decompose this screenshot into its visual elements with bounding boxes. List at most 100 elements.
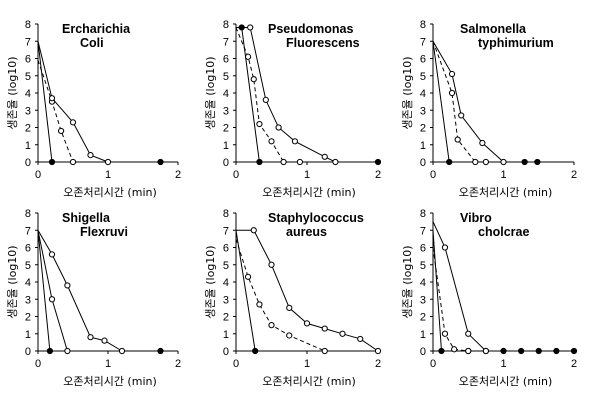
x-axis-title: 오존처리시간 (min) bbox=[459, 375, 553, 388]
open-data-point bbox=[280, 158, 287, 166]
x-tick-label: 2 bbox=[175, 169, 181, 181]
chart-title-line-1: Ercharichia bbox=[62, 22, 131, 36]
y-tick-label: 2 bbox=[223, 312, 229, 324]
open-data-point bbox=[441, 330, 449, 337]
chart-title-line-1: Vibro bbox=[460, 211, 492, 225]
chart-title-line-1: Pseudomonas bbox=[268, 22, 353, 36]
filled-data-point bbox=[534, 158, 541, 166]
open-data-point bbox=[454, 136, 461, 143]
y-tick-label: 1 bbox=[25, 140, 31, 152]
y-tick-label: 4 bbox=[223, 277, 229, 289]
open-data-point bbox=[69, 158, 77, 166]
series-line-3 bbox=[432, 41, 504, 163]
open-data-point bbox=[69, 119, 77, 126]
filled-data-point bbox=[521, 158, 528, 166]
y-tick-label: 6 bbox=[25, 54, 31, 66]
y-tick-label: 5 bbox=[25, 260, 31, 272]
x-tick-label: 1 bbox=[105, 358, 111, 370]
open-data-point bbox=[448, 89, 456, 97]
open-data-point bbox=[286, 332, 293, 339]
series-line-1 bbox=[432, 230, 574, 352]
filled-data-point bbox=[256, 158, 263, 166]
y-tick-label: 7 bbox=[25, 36, 31, 48]
open-data-point bbox=[332, 158, 339, 166]
open-data-point bbox=[286, 304, 293, 311]
y-tick-label: 5 bbox=[223, 71, 229, 83]
y-tick-label: 2 bbox=[223, 123, 229, 135]
y-tick-label: 6 bbox=[223, 243, 229, 255]
filled-data-point bbox=[157, 347, 164, 355]
open-data-point bbox=[58, 127, 65, 135]
y-tick-label: 8 bbox=[25, 208, 31, 220]
x-tick-label: 0 bbox=[233, 358, 239, 370]
x-tick-label: 0 bbox=[233, 169, 239, 181]
open-data-point bbox=[87, 152, 94, 159]
chart-panel-4: 0 1 2 3 4 5 6 7 8 0 1 2 오존처리시간 (min) 생존율 (log10) Shige… bbox=[6, 208, 181, 388]
y-tick-label: 3 bbox=[25, 294, 31, 306]
y-tick-label: 3 bbox=[223, 294, 229, 306]
open-data-point bbox=[262, 96, 269, 104]
y-tick-label: 3 bbox=[25, 105, 31, 117]
chart-title-line-1: Shigella bbox=[62, 211, 111, 225]
y-tick-label: 0 bbox=[25, 346, 31, 358]
open-data-point bbox=[291, 138, 299, 145]
chart-panel-6: 0 1 2 3 4 5 6 7 8 0 1 2 오존처리시간 (min) 생존율 (log10) Vibro… bbox=[401, 208, 578, 388]
y-axis-title: 생존율 (log10) bbox=[401, 56, 414, 129]
open-data-point bbox=[48, 95, 56, 102]
y-tick-label: 1 bbox=[223, 140, 229, 152]
open-data-point bbox=[244, 53, 252, 60]
x-axis-title: 오존처리시간 (min) bbox=[459, 186, 553, 199]
y-tick-label: 3 bbox=[420, 294, 426, 306]
open-data-point bbox=[339, 330, 346, 337]
open-data-point bbox=[268, 138, 275, 145]
open-data-point bbox=[256, 301, 263, 308]
open-data-point bbox=[64, 347, 71, 355]
y-tick-label: 7 bbox=[420, 36, 426, 48]
open-data-point bbox=[357, 335, 364, 343]
y-axis-title: 생존율 (log10) bbox=[204, 56, 217, 129]
open-data-point bbox=[321, 153, 328, 160]
open-data-point bbox=[472, 158, 479, 166]
y-tick-label: 1 bbox=[420, 329, 426, 341]
y-tick-label: 0 bbox=[223, 157, 229, 169]
chart-title-line-2: aureus bbox=[286, 225, 327, 239]
open-data-point bbox=[441, 244, 449, 251]
y-tick-label: 4 bbox=[25, 277, 31, 289]
chart-panel-1: 0 1 2 3 4 5 6 7 8 0 1 2 오존처리시간 (min) 생존율 (log10) Ercha… bbox=[6, 19, 181, 199]
chart-title-line-1: Staphylococcus bbox=[268, 211, 364, 225]
open-data-point bbox=[321, 325, 328, 332]
open-data-point bbox=[374, 347, 382, 355]
series-line-3 bbox=[37, 41, 109, 163]
y-tick-label: 4 bbox=[25, 88, 31, 100]
chart-panel-2: 0 1 2 3 4 5 6 7 8 0 1 2 오존처리시간 (min) 생존율 (log10) Pseud… bbox=[204, 19, 382, 199]
y-axis-title: 생존율 (log10) bbox=[6, 245, 19, 318]
y-tick-label: 7 bbox=[25, 225, 31, 237]
chart-panel-5: 0 1 2 3 4 5 6 7 8 0 1 2 오존처리시간 (min) 생존율 (log10) Staph… bbox=[204, 208, 382, 388]
filled-data-point bbox=[374, 158, 382, 166]
y-tick-label: 5 bbox=[420, 260, 426, 272]
y-tick-label: 2 bbox=[25, 123, 31, 135]
open-data-point bbox=[268, 261, 275, 268]
open-data-point bbox=[250, 227, 257, 234]
chart-title-line-2: Flexruvi bbox=[80, 225, 128, 239]
y-tick-label: 4 bbox=[223, 88, 229, 100]
x-tick-label: 2 bbox=[375, 358, 381, 370]
y-tick-label: 2 bbox=[420, 312, 426, 324]
series-line-3 bbox=[236, 229, 379, 352]
open-data-point bbox=[268, 322, 275, 329]
open-data-point bbox=[104, 158, 112, 166]
y-tick-label: 4 bbox=[420, 277, 426, 289]
open-data-point bbox=[247, 24, 254, 31]
x-tick-label: 1 bbox=[500, 169, 506, 181]
chart-title-line-2: Coli bbox=[80, 36, 104, 50]
open-data-point bbox=[244, 273, 252, 280]
x-axis-title: 오존처리시간 (min) bbox=[63, 375, 157, 388]
series-line-1 bbox=[37, 230, 161, 352]
series-line-2 bbox=[235, 238, 326, 352]
y-axis-title: 생존율 (log10) bbox=[401, 245, 414, 318]
open-data-point bbox=[465, 330, 472, 337]
y-tick-label: 3 bbox=[223, 105, 229, 117]
series-line-1 bbox=[37, 41, 161, 163]
open-data-point bbox=[296, 158, 303, 166]
open-data-point bbox=[303, 320, 311, 327]
